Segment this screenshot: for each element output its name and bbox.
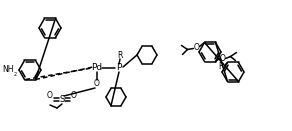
Text: P: P	[116, 64, 122, 72]
Text: 2: 2	[14, 72, 17, 78]
Text: O: O	[71, 91, 77, 100]
Text: O: O	[220, 54, 225, 63]
Text: O: O	[194, 43, 199, 52]
Text: R: R	[218, 62, 223, 71]
Text: Pd: Pd	[91, 64, 102, 72]
Text: NH: NH	[3, 66, 14, 75]
Text: O: O	[94, 80, 100, 89]
Text: S: S	[59, 95, 65, 105]
Text: O: O	[47, 91, 53, 100]
Text: R: R	[117, 51, 123, 61]
